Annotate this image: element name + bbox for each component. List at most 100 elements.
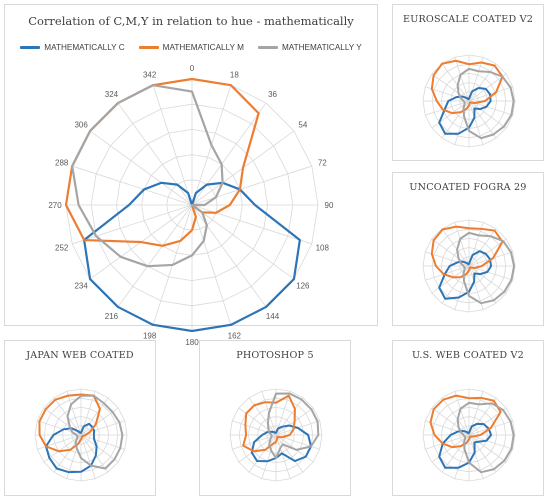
uncoated-fogra-title: UNCOATED FOGRA 29 xyxy=(409,182,527,193)
angle-tick-label: 324 xyxy=(105,90,119,99)
grid-spoke xyxy=(80,434,119,463)
series-line-y xyxy=(456,67,515,140)
grid-spoke xyxy=(468,100,507,129)
photoshop-radar-chart xyxy=(229,388,323,482)
grid-spoke xyxy=(468,238,507,267)
uncoated-fogra-radar-chart xyxy=(422,219,516,313)
grid-spoke xyxy=(248,397,277,436)
us-web-panel: U.S. WEB COATED V2 xyxy=(392,340,544,496)
grid-spoke xyxy=(152,85,193,206)
grid-spoke xyxy=(431,100,470,129)
main-chart-title: Correlation of C,M,Y in relation to hue … xyxy=(28,14,354,28)
legend-swatch-y xyxy=(257,46,278,49)
us-web-radar-chart xyxy=(422,388,516,482)
grid-spoke xyxy=(454,57,470,102)
angle-tick-label: 18 xyxy=(230,71,239,80)
series-line-y xyxy=(66,394,124,470)
angle-tick-label: 36 xyxy=(268,90,277,99)
series-line-y xyxy=(71,84,224,268)
angle-tick-label: 234 xyxy=(74,282,88,291)
grid-spoke xyxy=(66,391,82,436)
angle-tick-label: 90 xyxy=(325,201,334,210)
grid-spoke xyxy=(191,165,312,206)
grid-spoke xyxy=(275,397,304,436)
series-line-y xyxy=(456,401,515,474)
grid-spoke xyxy=(80,434,109,473)
series-line-c xyxy=(83,181,301,333)
legend-label-y: MATHEMATICALLY Y xyxy=(281,43,362,52)
main-chart-legend: MATHEMATICALLY C MATHEMATICALLY M MATHEM… xyxy=(5,43,377,52)
grid-spoke xyxy=(72,204,193,245)
euroscale-panel: EUROSCALE COATED V2 xyxy=(392,4,544,161)
us-web-title: U.S. WEB COATED V2 xyxy=(412,350,524,361)
grid-spoke xyxy=(468,63,497,102)
angle-tick-label: 342 xyxy=(143,71,157,80)
grid-spoke xyxy=(425,434,470,450)
grid-spoke xyxy=(80,434,96,479)
legend-item-y: MATHEMATICALLY Y xyxy=(257,43,362,52)
uncoated-fogra-panel: UNCOATED FOGRA 29 xyxy=(392,172,544,326)
grid-spoke xyxy=(275,434,291,479)
grid-spoke xyxy=(431,265,470,294)
grid-spoke xyxy=(468,73,507,102)
series-line-m xyxy=(430,59,504,115)
grid-spoke xyxy=(468,228,497,267)
grid-spoke xyxy=(37,434,82,450)
angle-tick-label: 0 xyxy=(190,64,195,73)
grid-spoke xyxy=(468,100,497,139)
grid-spoke xyxy=(468,265,497,304)
main-chart-panel: Correlation of C,M,Y in relation to hue … xyxy=(4,4,378,347)
grid-spoke xyxy=(117,102,193,206)
grid-spoke xyxy=(431,434,470,463)
angle-tick-label: 72 xyxy=(318,159,327,168)
angle-tick-label: 216 xyxy=(105,312,119,321)
angle-tick-label: 108 xyxy=(316,243,330,252)
angle-tick-label: 162 xyxy=(228,331,242,340)
euroscale-radar-chart xyxy=(422,54,516,148)
series-line-y xyxy=(456,231,516,305)
japan-web-panel: JAPAN WEB COATED xyxy=(4,340,156,496)
legend-swatch-c xyxy=(20,46,41,49)
series-line-m xyxy=(242,394,296,453)
main-radar-chart: 0 18 36 54 72 90 108 126 144 162 180 198 216 234 252 27… xyxy=(48,64,334,347)
series-line-m xyxy=(64,77,260,247)
legend-item-c: MATHEMATICALLY C xyxy=(20,43,125,52)
series-line-y xyxy=(266,392,320,459)
grid-spoke xyxy=(191,204,312,245)
photoshop-title: PHOTOSHOP 5 xyxy=(236,350,314,361)
euroscale-title: EUROSCALE COATED V2 xyxy=(402,14,534,25)
japan-web-title: JAPAN WEB COATED xyxy=(26,350,134,361)
grid-spoke xyxy=(191,204,267,308)
grid-spoke xyxy=(425,265,470,281)
photoshop-panel: PHOTOSHOP 5 xyxy=(199,340,351,496)
grid-spoke xyxy=(425,100,470,116)
grid-spoke xyxy=(191,204,295,280)
grid-spoke xyxy=(454,391,470,436)
legend-swatch-m xyxy=(138,46,159,49)
grid-spoke xyxy=(89,130,193,206)
grid-spoke xyxy=(468,434,513,450)
angle-tick-label: 144 xyxy=(266,312,280,321)
grid-spoke xyxy=(117,204,193,308)
angle-tick-label: 198 xyxy=(143,331,157,340)
series-line-m xyxy=(430,225,504,279)
grid-spoke xyxy=(468,434,497,473)
series-line-m xyxy=(38,393,101,453)
series-line-m xyxy=(429,394,502,449)
angle-tick-label: 54 xyxy=(298,120,307,129)
grid-spoke xyxy=(441,397,470,436)
grid-spoke xyxy=(454,222,470,267)
grid-spoke xyxy=(191,102,267,206)
angle-tick-label: 180 xyxy=(185,338,199,347)
grid-spoke xyxy=(80,434,125,450)
legend-label-m: MATHEMATICALLY M xyxy=(162,43,244,52)
angle-tick-label: 270 xyxy=(48,201,62,210)
grid-spoke xyxy=(248,434,277,473)
grid-spoke xyxy=(275,434,304,473)
grid-spoke xyxy=(191,204,232,325)
legend-label-c: MATHEMATICALLY C xyxy=(44,43,125,52)
grid-spoke xyxy=(441,228,470,267)
angle-tick-label: 126 xyxy=(296,282,310,291)
grid-spoke xyxy=(468,434,507,463)
grid-spoke xyxy=(441,63,470,102)
